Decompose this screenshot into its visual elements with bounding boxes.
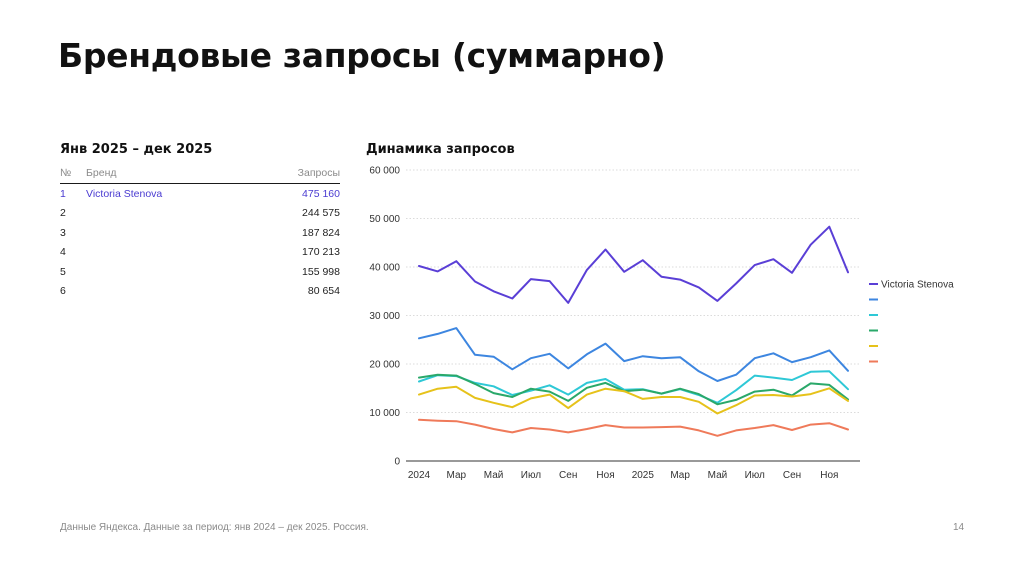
table-row: 1 Victoria Stenova 475 160 xyxy=(60,184,340,204)
row-queries: 155 998 xyxy=(302,265,340,278)
row-queries: 187 824 xyxy=(302,226,340,239)
table-row: 3 187 824 xyxy=(60,223,340,243)
x-tick-label: Май xyxy=(484,470,504,481)
row-queries: 244 575 xyxy=(302,207,340,220)
header-num: № xyxy=(60,163,86,184)
y-tick-label: 20 000 xyxy=(369,360,400,371)
header-brand: Бренд xyxy=(86,163,250,184)
row-num: 1 xyxy=(60,187,66,200)
row-brand xyxy=(86,262,249,282)
series-line xyxy=(418,385,849,415)
chart-title: Динамика запросов xyxy=(366,142,515,157)
x-tick-label: Мар xyxy=(447,470,467,481)
row-brand xyxy=(86,243,249,263)
x-tick-label: Сен xyxy=(559,470,577,481)
x-tick-label: Сен xyxy=(783,470,801,481)
x-tick-label: Июл xyxy=(521,470,541,481)
x-tick-label: 2025 xyxy=(632,470,655,481)
row-num: 3 xyxy=(60,226,66,239)
row-queries: 170 213 xyxy=(302,246,340,259)
y-tick-label: 10 000 xyxy=(369,408,400,419)
line-chart: 0 10 000 20 000 30 000 40 000 50 000 60 000 202… xyxy=(369,166,954,482)
table-header-row: № Бренд Запросы xyxy=(60,163,340,184)
header-queries: Запросы xyxy=(249,163,340,184)
row-num: 4 xyxy=(60,246,66,259)
x-tick-label: Ноя xyxy=(596,470,614,481)
row-brand: Victoria Stenova xyxy=(86,187,163,200)
row-queries: 80 654 xyxy=(307,285,340,298)
table-title: Янв 2025 – дек 2025 xyxy=(60,142,213,157)
row-num: 2 xyxy=(60,207,66,220)
x-tick-label: Ноя xyxy=(820,470,838,481)
brand-table: № Бренд Запросы 1 Victoria Stenova 475 1… xyxy=(60,163,340,301)
y-tick-label: 40 000 xyxy=(369,263,400,274)
x-tick-label: Май xyxy=(708,470,728,481)
series-line xyxy=(418,373,849,406)
series-line xyxy=(418,327,849,382)
row-queries: 475 160 xyxy=(302,187,340,200)
footer-source: Данные Яндекса. Данные за период: янв 20… xyxy=(60,522,369,533)
row-num: 6 xyxy=(60,285,66,298)
y-tick-label: 60 000 xyxy=(369,166,400,177)
x-tick-label: Мар xyxy=(670,470,690,481)
page-number: 14 xyxy=(953,522,965,533)
row-num: 5 xyxy=(60,265,66,278)
row-brand xyxy=(86,282,249,302)
y-tick-label: 30 000 xyxy=(369,311,400,322)
series-line xyxy=(418,225,849,304)
series-line xyxy=(418,418,849,437)
y-tick-label: 0 xyxy=(394,457,400,468)
slide-title: Брендовые запросы (суммарно) xyxy=(58,36,666,75)
row-brand xyxy=(86,204,249,224)
x-tick-label: 2024 xyxy=(408,470,431,481)
x-tick-label: Июл xyxy=(745,470,765,481)
row-brand xyxy=(86,223,249,243)
table-row: 5 155 998 xyxy=(60,262,340,282)
y-tick-label: 50 000 xyxy=(369,214,400,225)
legend-label: Victoria Stenova xyxy=(881,280,954,291)
table-row: 2 244 575 xyxy=(60,204,340,224)
table-row: 4 170 213 xyxy=(60,243,340,263)
table-row: 6 80 654 xyxy=(60,282,340,302)
